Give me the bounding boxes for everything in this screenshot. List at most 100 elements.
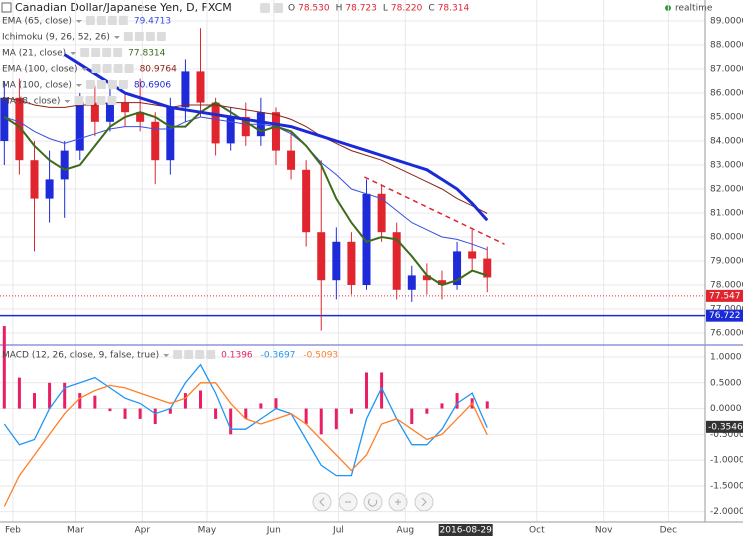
x-tick-label: Apr xyxy=(135,526,151,536)
scroll-left-button[interactable] xyxy=(312,492,332,512)
y-tick-label: 80.0000 xyxy=(710,233,743,243)
legend-button[interactable] xyxy=(118,80,128,89)
legend-button[interactable] xyxy=(85,16,95,25)
candle-body xyxy=(287,150,296,170)
zoom-glyphs xyxy=(319,497,427,507)
x-tick-label: May xyxy=(198,526,217,536)
candle-body xyxy=(211,102,220,144)
legend-value: 80.9764 xyxy=(140,65,177,75)
legend-button[interactable] xyxy=(91,48,101,57)
scroll-right-button[interactable] xyxy=(414,492,434,512)
legend-button[interactable] xyxy=(85,96,95,105)
legend-button[interactable] xyxy=(206,350,216,359)
price-level-tag xyxy=(706,309,743,322)
legend-name: EMA (100, close) xyxy=(2,65,78,75)
legend-dropdown xyxy=(113,36,120,39)
macd-histogram-bar xyxy=(123,408,127,419)
moving-average-line xyxy=(4,116,488,251)
ohlc-value: 78.530 xyxy=(298,4,330,14)
macd-histogram-bar xyxy=(153,408,157,425)
y-tick-label: 86.0000 xyxy=(710,89,743,99)
legend-button[interactable] xyxy=(107,96,117,105)
legend-button[interactable] xyxy=(102,64,112,73)
x-tick-label: Feb xyxy=(5,526,21,536)
candle-body xyxy=(332,241,341,281)
macd-histogram-bar xyxy=(380,372,384,409)
legend-button[interactable] xyxy=(134,32,144,41)
macd-histogram-bar xyxy=(183,393,187,409)
x-tick-label: Oct xyxy=(529,526,545,536)
macd-histogram-bar xyxy=(168,408,172,414)
candle-body xyxy=(90,102,99,122)
legend-button[interactable] xyxy=(85,80,95,89)
candle-body xyxy=(437,280,446,285)
legend-button[interactable] xyxy=(96,96,106,105)
candle-body xyxy=(60,150,69,180)
legend-value: -0.5093 xyxy=(303,351,338,361)
price-level-label: 76.722 xyxy=(709,311,741,321)
y-tick-label: 82.0000 xyxy=(710,185,743,195)
eye-button[interactable] xyxy=(260,3,270,13)
macd-histogram-bar xyxy=(274,398,278,409)
y-tick-label: 0.0000 xyxy=(710,404,742,414)
y-tick-label: 77.0000 xyxy=(710,305,743,315)
macd-histogram-bar xyxy=(229,408,233,435)
ohlc-name: O xyxy=(288,4,295,14)
x-tick-label: Dec xyxy=(660,526,677,536)
macd-line xyxy=(3,363,488,477)
macd-histogram-bar xyxy=(93,395,97,409)
ohlc-value: 78.220 xyxy=(391,4,423,14)
legend-button[interactable] xyxy=(123,32,133,41)
macd-histogram-bar xyxy=(108,408,112,412)
legend-button[interactable] xyxy=(91,64,101,73)
legend-name: MACD (12, 26, close, 9, false, true) xyxy=(2,351,159,361)
ohlc-value: 78.314 xyxy=(438,4,470,14)
legend-button[interactable] xyxy=(96,16,106,25)
legend-button[interactable] xyxy=(113,48,123,57)
reset-button[interactable] xyxy=(363,492,383,512)
legend-button[interactable] xyxy=(156,32,166,41)
candle-body xyxy=(302,169,311,233)
legend-value: 79.4713 xyxy=(134,17,171,27)
macd-histogram-bar xyxy=(425,408,429,414)
candle-body xyxy=(105,102,114,122)
legend-button[interactable] xyxy=(145,32,155,41)
macd-histogram-bar xyxy=(410,408,414,425)
candle-body xyxy=(422,275,431,281)
legend-button[interactable] xyxy=(102,48,112,57)
candle-body xyxy=(30,160,39,199)
legend-button[interactable] xyxy=(96,80,106,89)
macd-histogram-bar xyxy=(138,408,142,419)
y-tick-label: -0.5000 xyxy=(710,430,743,440)
candle-body xyxy=(226,117,235,144)
candle-body xyxy=(377,193,386,233)
legend-button[interactable] xyxy=(113,64,123,73)
legend-button[interactable] xyxy=(107,80,117,89)
legend-dropdown xyxy=(70,52,77,55)
x-tick-label: Mar xyxy=(67,526,84,536)
collapse-icon[interactable] xyxy=(1,2,12,13)
macd-histogram-bar xyxy=(259,403,263,409)
legend-button[interactable] xyxy=(107,16,117,25)
plot xyxy=(0,28,705,507)
macd-histogram-bar xyxy=(455,393,459,409)
legend-button[interactable] xyxy=(118,16,128,25)
candle-body xyxy=(15,97,24,161)
crosshair-date-tag xyxy=(438,524,493,536)
macd-histogram-bar xyxy=(17,377,21,409)
price-level-label: 77.547 xyxy=(709,291,741,301)
legend-button[interactable] xyxy=(173,350,183,359)
candle-body xyxy=(166,107,175,161)
legend-dropdown xyxy=(75,20,82,23)
legend-button[interactable] xyxy=(195,350,205,359)
candle-body xyxy=(317,232,326,281)
legend-button[interactable] xyxy=(124,64,134,73)
legend-button[interactable] xyxy=(74,96,84,105)
legend-button[interactable] xyxy=(184,350,194,359)
x-tick-label: Jun xyxy=(266,526,281,536)
moving-average-line xyxy=(63,53,489,222)
settings-button[interactable] xyxy=(273,3,283,13)
legend-button[interactable] xyxy=(80,48,90,57)
y-tick-label: 89.0000 xyxy=(710,17,743,27)
